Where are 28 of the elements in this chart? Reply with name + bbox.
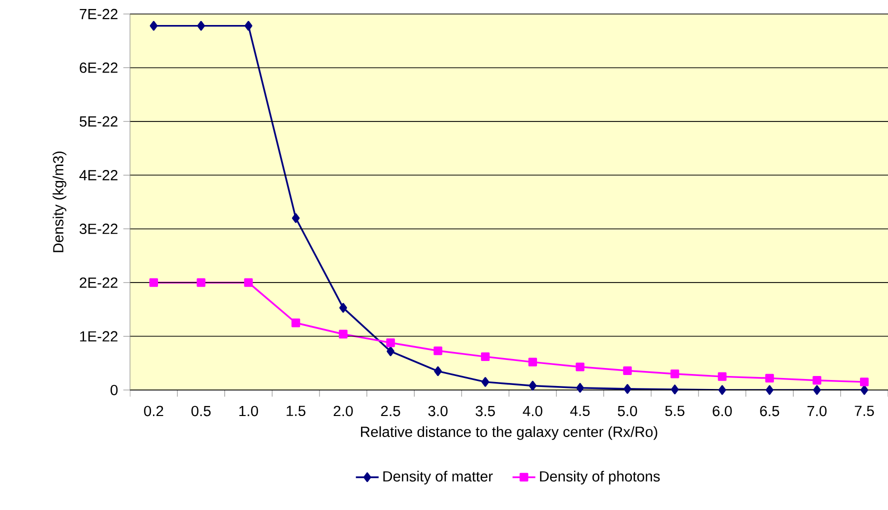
x-tick-label: 0.2	[144, 406, 164, 416]
x-tick-label: 1.0	[239, 406, 258, 416]
x-tick-label: 0.5	[191, 406, 211, 416]
y-tick-label: 1E-22	[80, 331, 118, 342]
legend-label: Density of photons	[540, 470, 660, 484]
x-tick-label: 2.0	[334, 406, 353, 416]
y-axis-title: Density (kg/m3)	[52, 152, 66, 252]
y-tick-label: 5E-22	[80, 116, 118, 127]
x-tick-label: 7.0	[808, 406, 827, 416]
x-tick-label: 6.5	[760, 406, 780, 416]
y-tick-label: 7E-22	[80, 8, 118, 20]
x-tick-label: 3.0	[428, 406, 448, 416]
x-tick-label: 6.0	[712, 406, 732, 416]
x-tick-label: 1.5	[286, 406, 306, 416]
y-tick-label: 3E-22	[80, 224, 118, 234]
y-tick-label: 2E-22	[80, 277, 118, 288]
x-tick-label: 3.5	[476, 406, 495, 416]
y-tick-label: 4E-22	[79, 170, 118, 180]
legend-label: Density of matter	[383, 470, 493, 484]
x-tick-label: 4.0	[522, 406, 542, 416]
x-axis-title: Relative distance to the galaxy center (Rx/Ro)	[361, 426, 658, 440]
x-tick-label: 4.5	[570, 406, 590, 416]
x-tick-label: 5.0	[618, 406, 638, 416]
y-tick-label: 0	[110, 384, 118, 396]
x-tick-label: 5.5	[665, 406, 684, 416]
x-tick-label: 2.5	[381, 406, 400, 416]
y-tick-label: 6E-22	[80, 62, 118, 73]
x-tick-label: 7.5	[854, 406, 874, 416]
